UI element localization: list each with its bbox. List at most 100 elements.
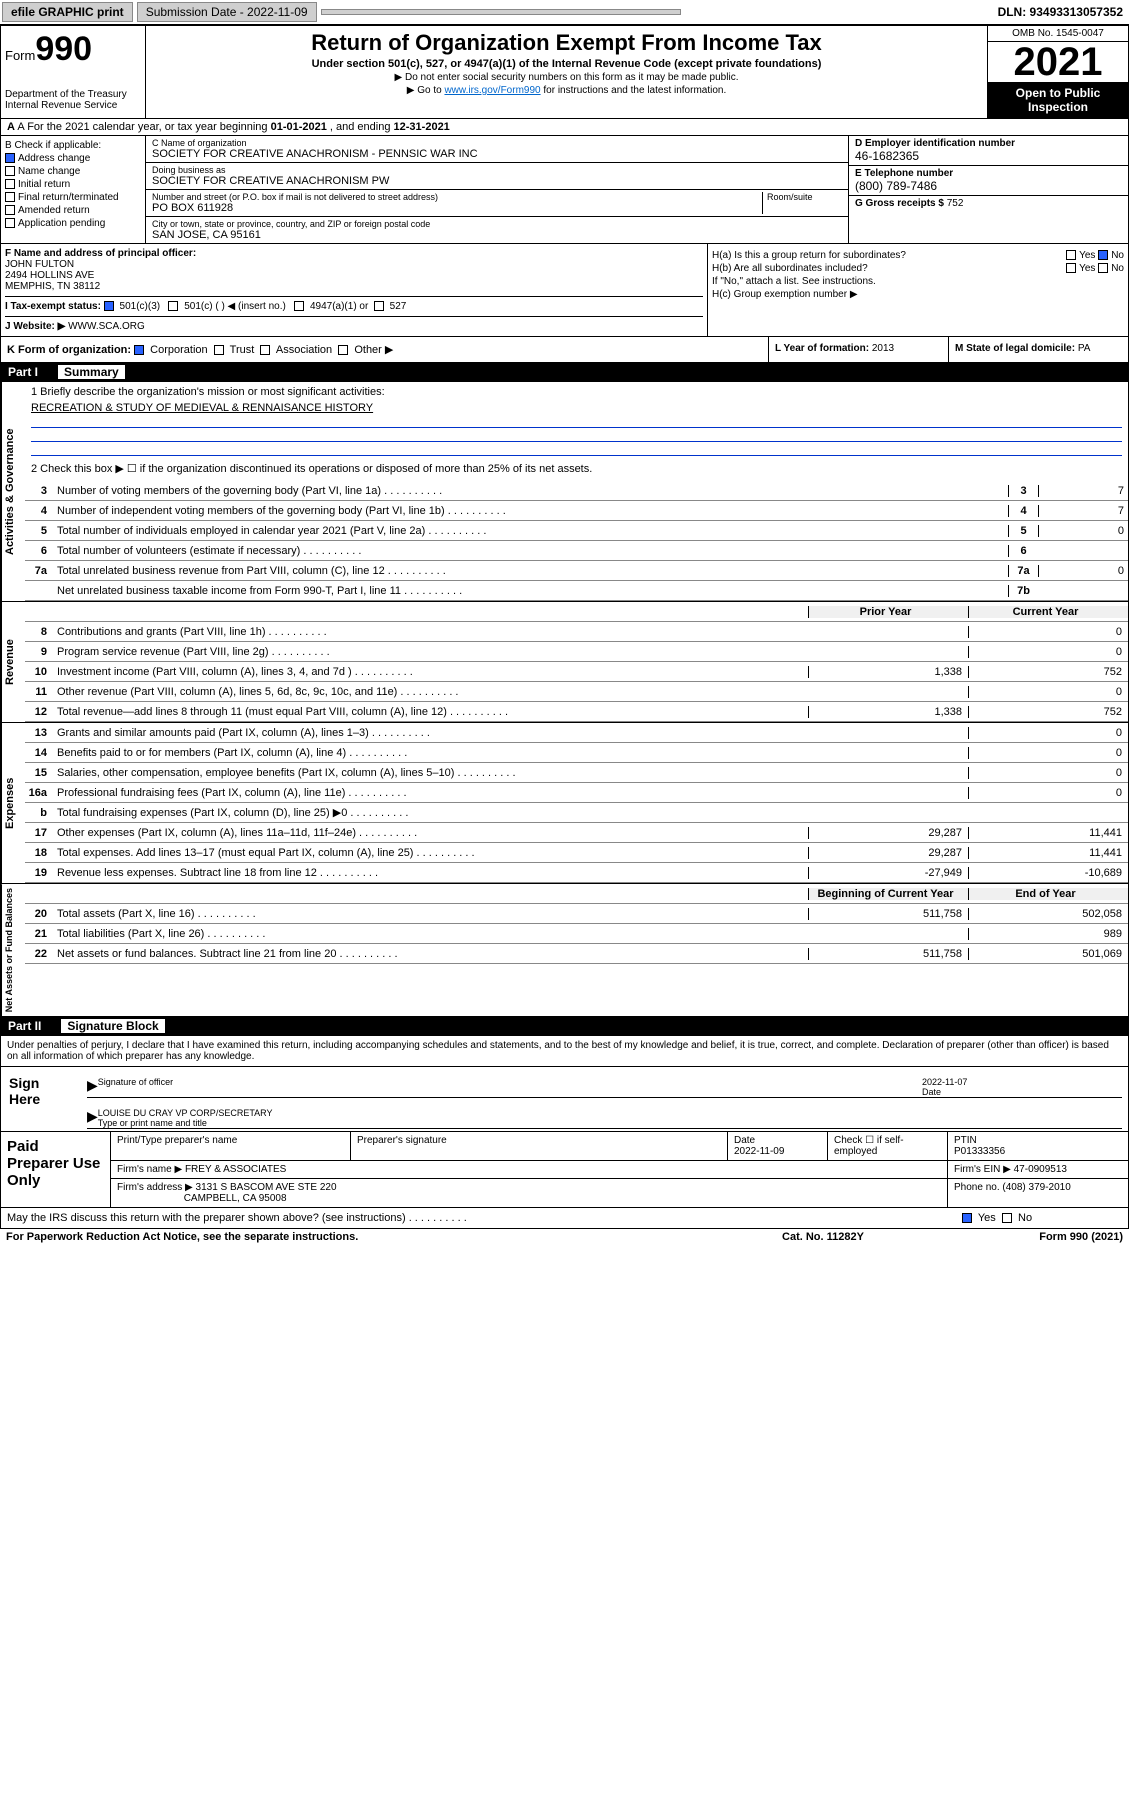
irs-link[interactable]: www.irs.gov/Form990 <box>444 85 540 96</box>
sig-name-label: Type or print name and title <box>98 1118 207 1128</box>
chk-ha-no[interactable] <box>1098 250 1108 260</box>
summary-row: 3Number of voting members of the governi… <box>25 481 1128 501</box>
rev-header-row: Prior Year Current Year <box>25 602 1128 622</box>
dba-value: SOCIETY FOR CREATIVE ANACHRONISM PW <box>152 175 842 187</box>
city-value: SAN JOSE, CA 95161 <box>152 229 842 241</box>
chk-discuss-yes[interactable] <box>962 1213 972 1223</box>
blank-field <box>321 9 681 15</box>
summary-row: 6Total number of volunteers (estimate if… <box>25 541 1128 561</box>
firm-phone: (408) 379-2010 <box>1002 1182 1070 1193</box>
chk-hb-yes[interactable] <box>1066 263 1076 273</box>
part2-title: Signature Block <box>61 1019 164 1033</box>
org-name-label: C Name of organization <box>152 138 842 148</box>
chk-501c3[interactable] <box>104 301 114 311</box>
form-number: 990 <box>35 30 92 68</box>
submission-date: Submission Date - 2022-11-09 <box>137 2 317 22</box>
side-label-rev: Revenue <box>1 602 25 722</box>
form-prefix: Form <box>5 48 35 63</box>
part1-gov-section: Activities & Governance 1 Briefly descri… <box>0 381 1129 602</box>
dba-label: Doing business as <box>152 165 842 175</box>
mission-line <box>31 428 1122 442</box>
ein-value: 46-1682365 <box>855 149 919 163</box>
column-de: D Employer identification number 46-1682… <box>848 136 1128 243</box>
officer-addr2: MEMPHIS, TN 38112 <box>5 281 100 292</box>
officer-addr1: 2494 HOLLINS AVE <box>5 270 94 281</box>
paperwork-notice: For Paperwork Reduction Act Notice, see … <box>6 1231 723 1243</box>
col-prior-year: Prior Year <box>808 606 968 618</box>
summary-row: 22Net assets or fund balances. Subtract … <box>25 944 1128 964</box>
chk-final-return[interactable] <box>5 192 15 202</box>
chk-name-change[interactable] <box>5 166 15 176</box>
col-current-year: Current Year <box>968 606 1128 618</box>
part1-title: Summary <box>58 365 125 379</box>
mission-text: RECREATION & STUDY OF MEDIEVAL & RENNAIS… <box>25 402 1128 414</box>
paid-h2: Preparer's signature <box>351 1132 728 1160</box>
firm-ein: 47-0909513 <box>1014 1164 1067 1175</box>
chk-ha-yes[interactable] <box>1066 250 1076 260</box>
addr-value: PO BOX 611928 <box>152 202 233 214</box>
website-value: WWW.SCA.ORG <box>68 321 145 332</box>
chk-527[interactable] <box>374 301 384 311</box>
summary-row: Net unrelated business taxable income fr… <box>25 581 1128 601</box>
chk-initial-return[interactable] <box>5 179 15 189</box>
hc-label: H(c) Group exemption number ▶ <box>712 289 1124 300</box>
top-bar: efile GRAPHIC print Submission Date - 20… <box>0 0 1129 25</box>
side-label-exp: Expenses <box>1 723 25 883</box>
summary-row: 19Revenue less expenses. Subtract line 1… <box>25 863 1128 883</box>
chk-address-change[interactable] <box>5 153 15 163</box>
sign-here-label: Sign Here <box>1 1067 81 1131</box>
chk-trust[interactable] <box>214 345 224 355</box>
side-label-net: Net Assets or Fund Balances <box>1 884 25 1016</box>
summary-row: 10Investment income (Part VIII, column (… <box>25 662 1128 682</box>
org-name: SOCIETY FOR CREATIVE ANACHRONISM - PENNS… <box>152 148 842 160</box>
ein-label: D Employer identification number <box>855 138 1015 149</box>
chk-amended[interactable] <box>5 205 15 215</box>
ha-label: H(a) Is this a group return for subordin… <box>712 250 906 261</box>
arrow-icon: ▶ <box>87 1077 98 1097</box>
summary-row: bTotal fundraising expenses (Part IX, co… <box>25 803 1128 823</box>
chk-4947[interactable] <box>294 301 304 311</box>
chk-corp[interactable] <box>134 345 144 355</box>
summary-row: 16aProfessional fundraising fees (Part I… <box>25 783 1128 803</box>
chk-501c[interactable] <box>168 301 178 311</box>
mission-line <box>31 442 1122 456</box>
summary-row: 14Benefits paid to or for members (Part … <box>25 743 1128 763</box>
part1-label: Part I <box>8 365 38 379</box>
chk-hb-no[interactable] <box>1098 263 1108 273</box>
efile-button[interactable]: efile GRAPHIC print <box>2 2 133 22</box>
paid-preparer-section: Paid Preparer Use Only Print/Type prepar… <box>1 1131 1128 1207</box>
k-label: K Form of organization: <box>7 344 131 356</box>
officer-label: F Name and address of principal officer: <box>5 248 196 259</box>
gross-receipts-value: 752 <box>947 198 964 209</box>
chk-other[interactable] <box>338 345 348 355</box>
form-note2: ▶ Go to www.irs.gov/Form990 for instruct… <box>150 85 983 96</box>
paid-preparer-label: Paid Preparer Use Only <box>1 1132 111 1207</box>
department-label: Department of the Treasury Internal Reve… <box>5 89 141 111</box>
part1-rev-section: Revenue Prior Year Current Year 8Contrib… <box>0 602 1129 723</box>
summary-row: 15Salaries, other compensation, employee… <box>25 763 1128 783</box>
firm-addr-label: Firm's address ▶ <box>117 1182 193 1193</box>
summary-row: 11Other revenue (Part VIII, column (A), … <box>25 682 1128 702</box>
officer-name: JOHN FULTON <box>5 259 74 270</box>
part2-label: Part II <box>8 1019 41 1033</box>
paid-h1: Print/Type preparer's name <box>111 1132 351 1160</box>
chk-assoc[interactable] <box>260 345 270 355</box>
discuss-label: May the IRS discuss this return with the… <box>7 1212 962 1224</box>
row-a-tax-year: A A For the 2021 calendar year, or tax y… <box>0 119 1129 136</box>
chk-discuss-no[interactable] <box>1002 1213 1012 1223</box>
part2-header: Part II Signature Block <box>0 1017 1129 1035</box>
ptin-value: P01333356 <box>954 1146 1005 1157</box>
col-end-year: End of Year <box>968 888 1128 900</box>
row-i-label: I Tax-exempt status: <box>5 301 101 312</box>
arrow-icon: ▶ <box>87 1108 98 1128</box>
cat-number: Cat. No. 11282Y <box>723 1231 923 1243</box>
mission-label: 1 Briefly describe the organization's mi… <box>25 382 1128 402</box>
sig-officer-label: Signature of officer <box>98 1077 922 1097</box>
summary-row: 21Total liabilities (Part X, line 26)989 <box>25 924 1128 944</box>
part1-net-section: Net Assets or Fund Balances Beginning of… <box>0 884 1129 1017</box>
firm-phone-label: Phone no. <box>954 1182 1000 1193</box>
chk-application-pending[interactable] <box>5 218 15 228</box>
paid-h4: Check ☐ if self-employed <box>828 1132 948 1160</box>
gross-receipts-label: G Gross receipts $ <box>855 198 944 209</box>
row-klm: K Form of organization: Corporation Trus… <box>0 337 1129 363</box>
